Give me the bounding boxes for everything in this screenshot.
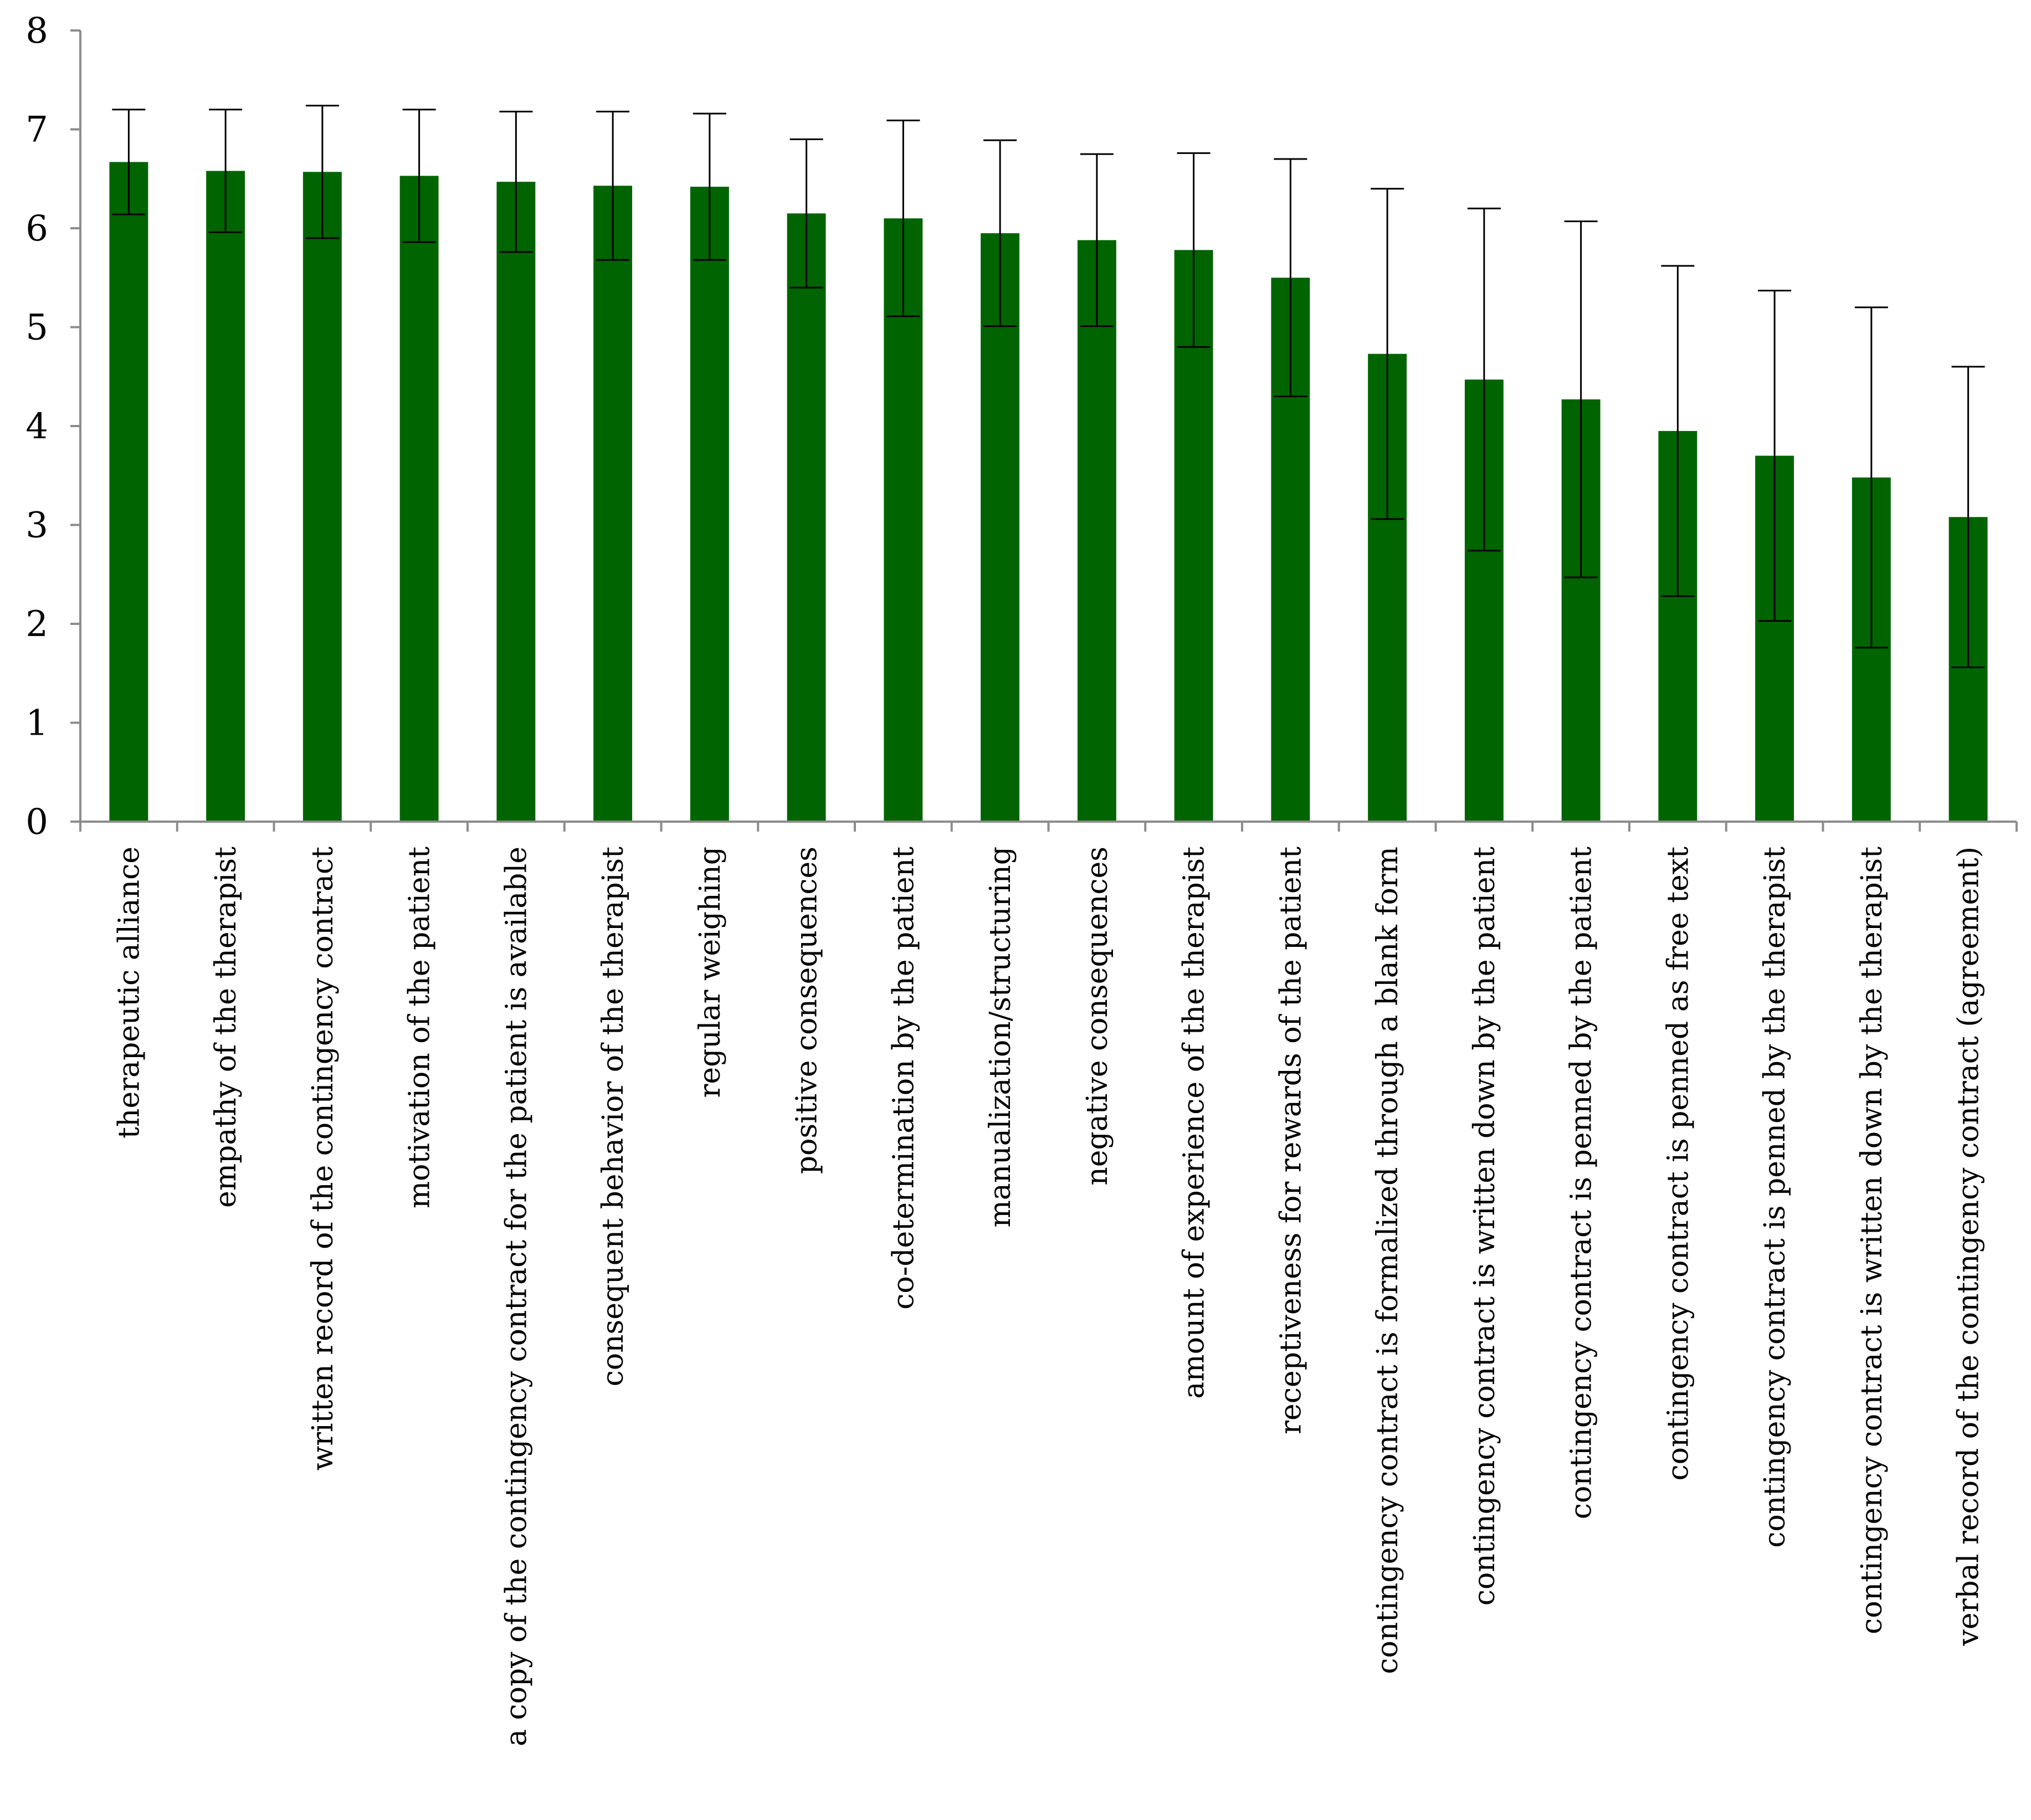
x-category-label-6: regular weighing [694,847,727,1098]
x-category-label-0: therapeutic alliance [112,847,146,1139]
bar-5 [593,186,633,822]
bar-10 [1077,240,1116,822]
x-category-label-15: contingency contract is penned by the pa… [1565,847,1598,1519]
y-tick-label-8: 8 [25,11,48,52]
y-tick-label-7: 7 [25,110,48,151]
bar-4 [496,182,536,822]
y-tick-label-6: 6 [25,208,48,249]
y-tick-label-0: 0 [25,802,48,843]
y-axis-ticks: 0 1 2 3 4 5 6 7 8 [25,11,2018,843]
bar-3 [399,176,439,822]
x-axis-category-labels: therapeutic alliance empathy of the thera… [112,847,1985,1746]
bar-0 [109,162,148,822]
x-category-label-10: negative consequences [1081,847,1114,1186]
y-tick-label-4: 4 [25,406,48,447]
bar-8 [884,218,923,822]
y-tick-label-1: 1 [25,703,48,744]
bar-2 [302,172,342,822]
error-bars [112,105,1985,669]
x-category-label-18: contingency contract is written down by … [1855,847,1889,1634]
x-category-label-4: a copy of the contingency contract for t… [500,847,533,1746]
bar-7 [787,213,826,822]
x-category-label-5: consequent behavior of the therapist [597,847,630,1386]
x-category-label-19: verbal record of the contingency contrac… [1952,847,1986,1646]
bar-1 [206,171,245,822]
y-tick-label-5: 5 [25,307,48,348]
x-category-label-16: contingency contract is penned as free t… [1661,847,1695,1481]
x-category-label-8: co-determination by the patient [887,847,920,1310]
x-category-label-14: contingency contract is written down by … [1468,847,1501,1606]
x-category-label-2: written record of the contingency contra… [306,847,340,1470]
bars [109,162,1988,822]
x-category-label-9: manualization/structuring [984,847,1017,1228]
bar-9 [981,233,1020,822]
x-category-label-13: contingency contract is formalized throu… [1371,847,1404,1674]
x-category-label-17: contingency contract is penned by the th… [1758,847,1792,1548]
x-category-label-7: positive consequences [791,847,824,1174]
y-tick-label-3: 3 [25,505,48,546]
bar-6 [690,187,729,822]
y-tick-label-2: 2 [25,604,48,645]
x-category-label-11: amount of experience of the therapist [1178,847,1211,1399]
x-category-label-1: empathy of the therapist [209,847,243,1208]
x-category-label-12: receptiveness for rewards of the patient [1274,847,1307,1434]
x-category-label-3: motivation of the patient [403,847,437,1208]
